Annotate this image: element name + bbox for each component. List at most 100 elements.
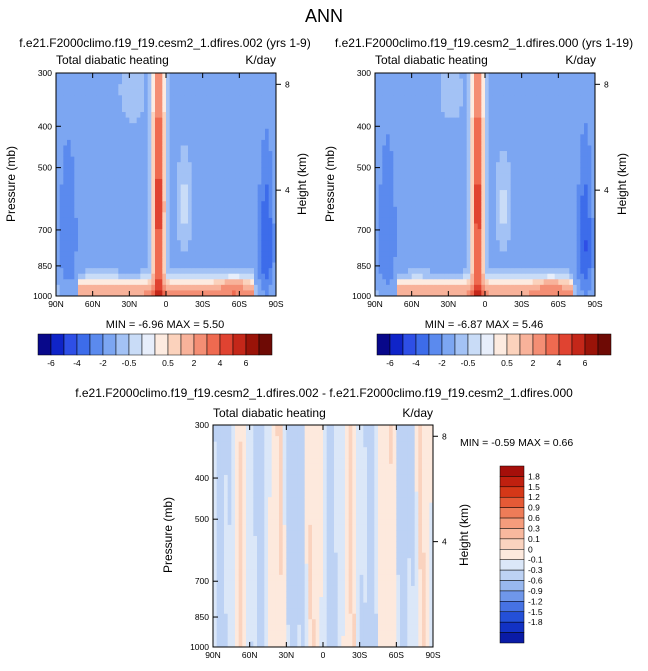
heatmap-cell <box>378 234 383 241</box>
heatmap-cell <box>382 162 387 169</box>
heatmap-cell <box>144 206 149 213</box>
heatmap-cell <box>397 190 402 197</box>
heatmap-cell <box>169 251 174 258</box>
heatmap-cell <box>485 156 490 163</box>
heatmap-cell <box>540 256 545 263</box>
heatmap-cell <box>232 290 237 297</box>
heatmap-cell <box>136 78 141 85</box>
heatmap-cell <box>210 184 215 191</box>
heatmap-cell <box>492 212 497 219</box>
heatmap-cell <box>202 251 207 258</box>
heatmap-cell <box>246 162 251 169</box>
heatmap-cell <box>448 245 453 252</box>
heatmap-cell <box>78 95 83 102</box>
heatmap-cell <box>459 117 464 124</box>
heatmap-cell <box>408 112 413 119</box>
colorbar-swatch <box>558 333 573 356</box>
heatmap-cell <box>584 184 589 191</box>
heatmap-cell <box>569 139 574 146</box>
heatmap-cell <box>217 134 222 141</box>
heatmap-cell <box>224 190 229 197</box>
heatmap-cell <box>430 123 435 130</box>
heatmap-cell <box>224 184 229 191</box>
heatmap-cell <box>254 240 259 247</box>
heatmap-cell <box>74 134 79 141</box>
heatmap-cell <box>158 206 163 213</box>
heatmap-cell <box>529 234 534 241</box>
heatmap-cell <box>85 206 90 213</box>
heatmap-cell <box>206 100 211 107</box>
heatmap-cell <box>433 145 438 152</box>
heatmap-cell <box>232 201 237 208</box>
heatmap-cell <box>481 240 486 247</box>
panel-2-title: f.e21.F2000climo.f19_f19.cesm2_1.dfires.… <box>335 36 633 50</box>
heatmap-cell <box>166 217 171 224</box>
heatmap-cell <box>224 167 229 174</box>
heatmap-cell <box>166 78 171 85</box>
heatmap-cell <box>63 268 68 275</box>
heatmap-cell <box>144 234 149 241</box>
heatmap-cell <box>85 84 90 91</box>
heatmap-cell <box>191 229 196 236</box>
heatmap-cell <box>180 84 185 91</box>
heatmap-cell <box>554 173 559 180</box>
heatmap-cell <box>162 167 167 174</box>
heatmap-cell <box>155 284 160 291</box>
heatmap-cell <box>378 162 383 169</box>
heatmap-cell <box>591 173 596 180</box>
heatmap-cell <box>536 139 541 146</box>
heatmap-cell <box>125 151 130 158</box>
heatmap-cell <box>426 156 431 163</box>
heatmap-cell <box>210 240 215 247</box>
heatmap-cell <box>140 117 145 124</box>
heatmap-cell <box>257 84 262 91</box>
heatmap-cell <box>140 190 145 197</box>
heatmap-cell <box>195 290 200 297</box>
heatmap-cell <box>85 290 90 297</box>
heatmap-cell <box>81 284 86 291</box>
colorbar-label: 4 <box>557 358 562 368</box>
heatmap-cell <box>529 139 534 146</box>
heatmap-cell <box>246 151 251 158</box>
heatmap-cell <box>580 139 585 146</box>
heatmap-cell <box>147 195 152 202</box>
heatmap-cell <box>547 206 552 213</box>
heatmap-cell <box>433 273 438 280</box>
heatmap-cell <box>228 73 233 79</box>
heatmap-cell <box>389 151 394 158</box>
heatmap-cell <box>466 223 471 230</box>
heatmap-cell <box>239 201 244 208</box>
heatmap-cell <box>474 201 479 208</box>
heatmap-cell <box>246 256 251 263</box>
heatmap-cell <box>503 201 508 208</box>
heatmap-cell <box>470 206 475 213</box>
heatmap-cell <box>213 123 218 130</box>
heatmap-cell <box>239 139 244 146</box>
heatmap-cell <box>144 195 149 202</box>
heatmap-cell <box>92 206 97 213</box>
heatmap-cell <box>144 162 149 169</box>
heatmap-cell <box>107 123 112 130</box>
heatmap-cell <box>540 167 545 174</box>
heatmap-cell <box>400 184 405 191</box>
heatmap-cell <box>191 245 196 252</box>
heatmap-cell <box>382 229 387 236</box>
heatmap-cell <box>448 73 453 79</box>
heatmap-cell <box>243 123 248 130</box>
heatmap-cell <box>206 173 211 180</box>
heatmap-cell <box>496 167 501 174</box>
heatmap-cell <box>206 139 211 146</box>
heatmap-cell <box>107 229 112 236</box>
heatmap-cell <box>191 73 196 79</box>
heatmap-cell <box>477 284 482 291</box>
heatmap-cell <box>235 212 240 219</box>
heatmap-cell <box>169 284 174 291</box>
heatmap-cell <box>536 240 541 247</box>
heatmap-cell <box>199 89 204 96</box>
heatmap-cell <box>492 73 497 79</box>
heatmap-cell <box>250 89 255 96</box>
heatmap-cell <box>107 262 112 269</box>
heatmap-cell <box>488 134 493 141</box>
heatmap-cell <box>191 100 196 107</box>
heatmap-cell <box>254 195 259 202</box>
